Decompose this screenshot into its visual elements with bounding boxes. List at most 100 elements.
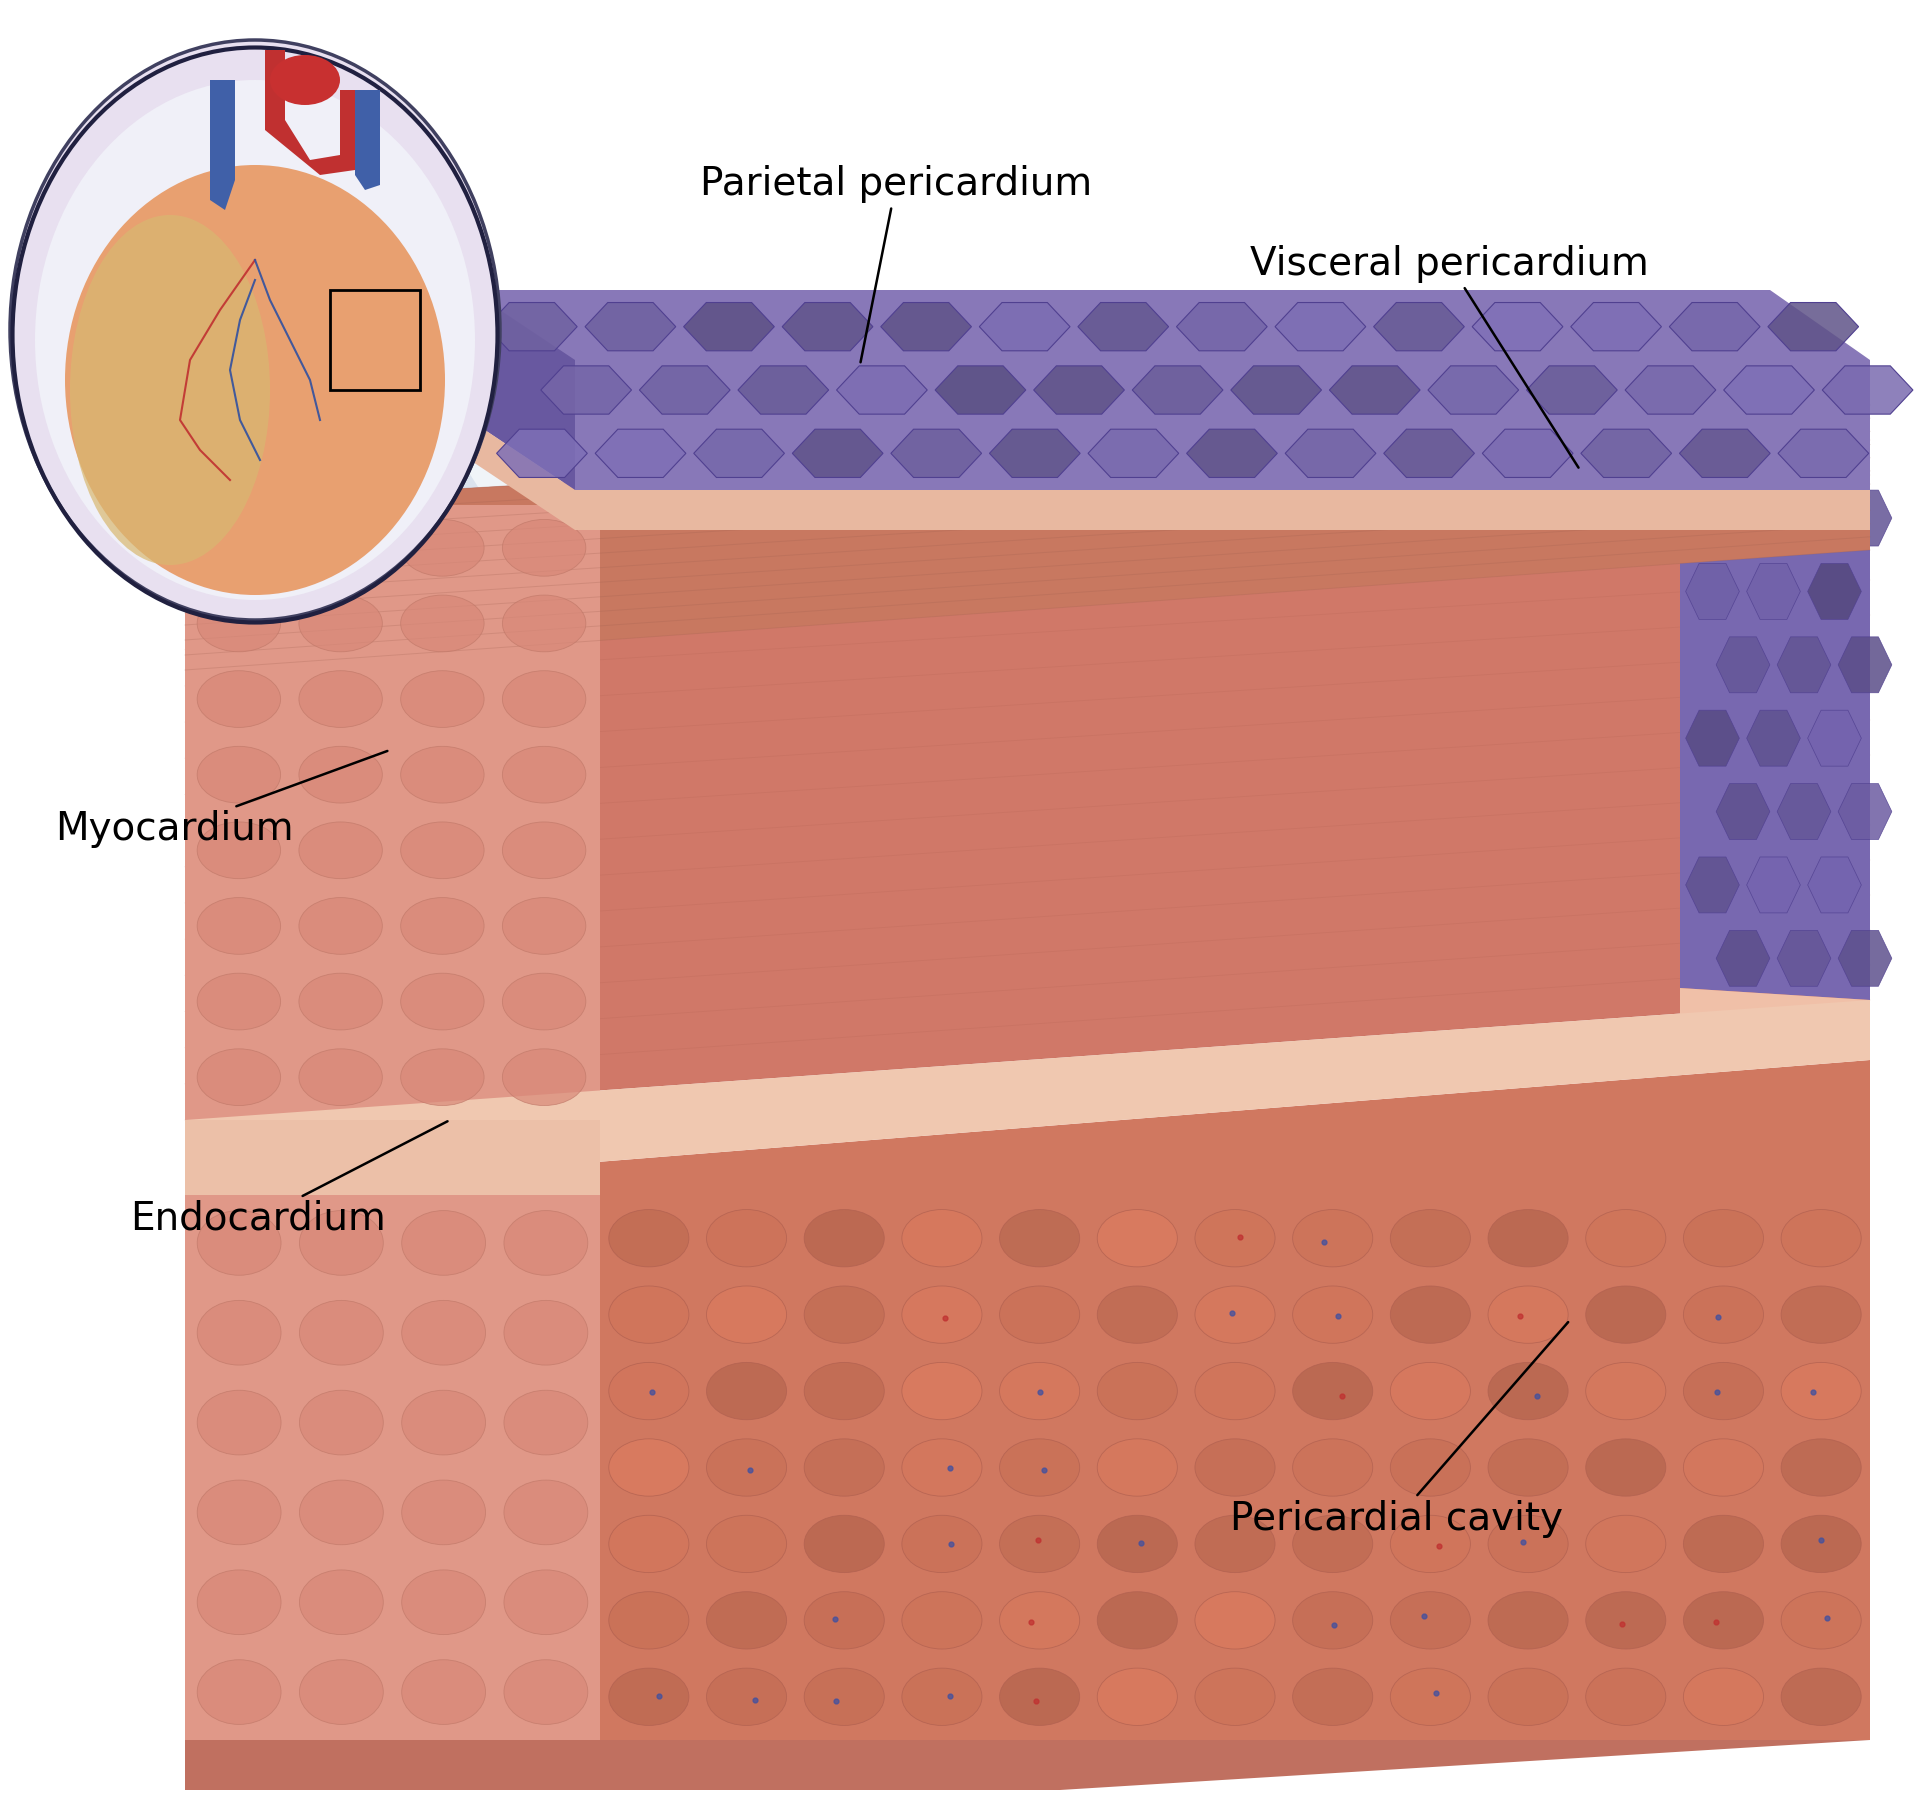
Ellipse shape — [1782, 1285, 1860, 1343]
Polygon shape — [1231, 366, 1321, 415]
Ellipse shape — [1488, 1285, 1569, 1343]
Polygon shape — [470, 291, 1870, 490]
Polygon shape — [1716, 637, 1770, 693]
Ellipse shape — [198, 1571, 280, 1635]
Ellipse shape — [1586, 1285, 1667, 1343]
Ellipse shape — [198, 1481, 280, 1545]
Ellipse shape — [1292, 1210, 1373, 1267]
Ellipse shape — [1000, 1362, 1079, 1420]
Ellipse shape — [1488, 1362, 1569, 1420]
Ellipse shape — [1684, 1210, 1763, 1267]
Ellipse shape — [1000, 1515, 1079, 1572]
Polygon shape — [470, 291, 574, 490]
Polygon shape — [1778, 930, 1832, 985]
Polygon shape — [330, 291, 480, 546]
Ellipse shape — [1096, 1285, 1177, 1343]
Ellipse shape — [1000, 1285, 1079, 1343]
Ellipse shape — [1488, 1592, 1569, 1650]
Ellipse shape — [1292, 1515, 1373, 1572]
Polygon shape — [684, 303, 774, 350]
Ellipse shape — [609, 1515, 689, 1572]
Ellipse shape — [1488, 1515, 1569, 1572]
Ellipse shape — [401, 898, 484, 955]
Polygon shape — [1747, 711, 1801, 766]
Ellipse shape — [198, 973, 280, 1030]
Ellipse shape — [1586, 1440, 1667, 1497]
Text: Myocardium: Myocardium — [56, 750, 388, 847]
Polygon shape — [989, 429, 1081, 477]
Ellipse shape — [1684, 1515, 1763, 1572]
Ellipse shape — [401, 1300, 486, 1364]
Ellipse shape — [1390, 1668, 1471, 1725]
Ellipse shape — [1684, 1440, 1763, 1497]
Ellipse shape — [902, 1668, 981, 1725]
Polygon shape — [1686, 856, 1740, 914]
Ellipse shape — [609, 1440, 689, 1497]
Ellipse shape — [1390, 1592, 1471, 1650]
Ellipse shape — [1684, 1362, 1763, 1420]
Ellipse shape — [300, 973, 382, 1030]
Ellipse shape — [503, 973, 586, 1030]
Ellipse shape — [1292, 1362, 1373, 1420]
Ellipse shape — [198, 747, 280, 802]
Polygon shape — [737, 366, 829, 415]
Ellipse shape — [401, 1660, 486, 1725]
Ellipse shape — [1390, 1440, 1471, 1497]
Ellipse shape — [1096, 1668, 1177, 1725]
Polygon shape — [1089, 429, 1179, 477]
Ellipse shape — [300, 596, 382, 652]
Ellipse shape — [902, 1592, 981, 1650]
Polygon shape — [1747, 856, 1801, 914]
Polygon shape — [595, 429, 685, 477]
Ellipse shape — [198, 822, 280, 880]
Ellipse shape — [401, 671, 484, 727]
Ellipse shape — [1488, 1668, 1569, 1725]
Ellipse shape — [503, 1210, 588, 1274]
Ellipse shape — [1684, 1592, 1763, 1650]
Polygon shape — [1373, 303, 1465, 350]
Ellipse shape — [198, 898, 280, 955]
Ellipse shape — [1194, 1362, 1275, 1420]
Ellipse shape — [1586, 1592, 1667, 1650]
Ellipse shape — [1684, 1285, 1763, 1343]
Ellipse shape — [503, 1391, 588, 1456]
Ellipse shape — [198, 1210, 280, 1274]
Ellipse shape — [1194, 1440, 1275, 1497]
Ellipse shape — [1782, 1592, 1860, 1650]
Ellipse shape — [401, 747, 484, 802]
Ellipse shape — [198, 1660, 280, 1725]
Polygon shape — [881, 303, 972, 350]
Ellipse shape — [609, 1362, 689, 1420]
Ellipse shape — [1586, 1210, 1667, 1267]
Ellipse shape — [300, 1210, 384, 1274]
Polygon shape — [586, 303, 676, 350]
Polygon shape — [1680, 429, 1770, 477]
Ellipse shape — [69, 215, 271, 565]
Ellipse shape — [804, 1210, 885, 1267]
Ellipse shape — [503, 898, 586, 955]
Polygon shape — [386, 339, 480, 540]
Ellipse shape — [300, 822, 382, 880]
Polygon shape — [1778, 784, 1832, 840]
Ellipse shape — [1488, 1210, 1569, 1267]
Ellipse shape — [198, 1048, 280, 1106]
Ellipse shape — [503, 1571, 588, 1635]
Ellipse shape — [707, 1515, 787, 1572]
Ellipse shape — [503, 1048, 586, 1106]
Polygon shape — [184, 1120, 599, 1195]
Ellipse shape — [198, 1391, 280, 1456]
Ellipse shape — [271, 56, 340, 104]
Polygon shape — [1686, 416, 1740, 472]
Polygon shape — [1680, 987, 1870, 1061]
Text: Parietal pericardium: Parietal pericardium — [701, 165, 1092, 363]
Ellipse shape — [804, 1515, 885, 1572]
Polygon shape — [1275, 303, 1365, 350]
Ellipse shape — [503, 671, 586, 727]
Ellipse shape — [1292, 1440, 1373, 1497]
Polygon shape — [1428, 366, 1519, 415]
Ellipse shape — [902, 1210, 981, 1267]
Polygon shape — [184, 504, 599, 1120]
Ellipse shape — [707, 1285, 787, 1343]
Polygon shape — [1177, 303, 1267, 350]
Ellipse shape — [401, 1481, 486, 1545]
